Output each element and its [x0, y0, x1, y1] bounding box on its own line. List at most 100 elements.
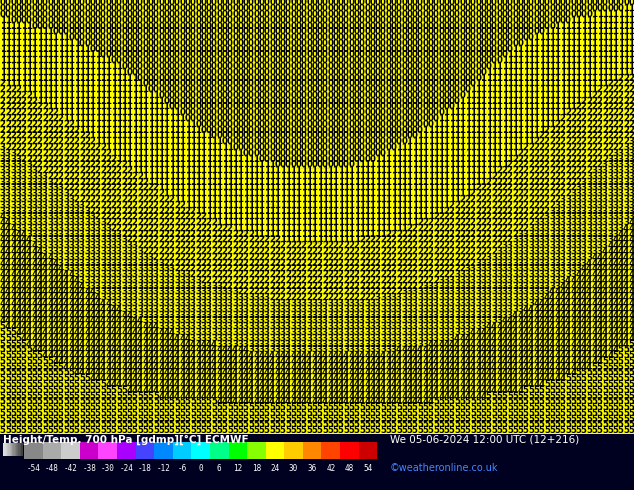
Text: 3: 3 [475, 322, 481, 331]
Text: 0: 0 [195, 45, 201, 53]
Text: 3: 3 [63, 207, 69, 216]
Text: 1: 1 [184, 201, 191, 210]
Text: 4: 4 [570, 305, 576, 314]
Text: 5: 5 [412, 420, 418, 429]
Text: 3: 3 [592, 166, 597, 175]
Text: 2: 2 [443, 270, 450, 279]
Text: 1: 1 [89, 85, 96, 94]
Text: 2: 2 [89, 149, 96, 158]
Text: 0: 0 [37, 0, 42, 7]
Text: 0: 0 [628, 0, 634, 7]
Text: 0: 0 [169, 0, 174, 7]
Text: 0: 0 [317, 85, 323, 94]
Text: 0: 0 [280, 45, 285, 53]
Text: 0: 0 [438, 10, 444, 19]
Text: 4: 4 [597, 351, 603, 360]
Text: 2: 2 [364, 276, 370, 285]
Text: 4: 4 [348, 380, 354, 389]
Text: 2: 2 [200, 253, 207, 262]
Text: 1: 1 [322, 230, 328, 239]
Text: 0: 0 [354, 143, 359, 152]
Text: 1: 1 [42, 79, 48, 88]
Text: 5: 5 [496, 397, 502, 406]
Text: 3: 3 [290, 334, 296, 343]
Text: 2: 2 [37, 108, 42, 117]
Text: 4: 4 [465, 345, 470, 354]
Text: 1: 1 [396, 160, 402, 169]
Text: 5: 5 [269, 426, 275, 435]
Text: 0: 0 [280, 102, 285, 111]
Text: 2: 2 [327, 288, 333, 296]
Text: 4: 4 [533, 380, 540, 389]
Text: 1: 1 [205, 183, 212, 193]
Text: 1: 1 [200, 201, 207, 210]
Text: 3: 3 [427, 299, 434, 308]
Text: 4: 4 [623, 276, 629, 285]
Text: 4: 4 [200, 380, 207, 389]
Text: 3: 3 [491, 299, 497, 308]
Text: 3: 3 [533, 265, 540, 273]
Text: 2: 2 [248, 236, 254, 245]
Text: 3: 3 [243, 311, 249, 319]
Text: 1: 1 [449, 114, 455, 123]
Text: 4: 4 [290, 351, 296, 360]
Text: 0: 0 [37, 4, 42, 13]
Text: 5: 5 [555, 409, 560, 418]
Text: 2: 2 [116, 201, 122, 210]
Text: 5: 5 [26, 392, 32, 400]
Text: 1: 1 [68, 62, 74, 71]
Text: 0: 0 [137, 68, 143, 77]
Text: 0: 0 [343, 33, 349, 42]
Text: 3: 3 [586, 172, 592, 181]
Text: 0: 0 [412, 0, 418, 7]
Text: 5: 5 [602, 363, 608, 371]
Text: 3: 3 [79, 201, 85, 210]
Text: 2: 2 [438, 253, 444, 262]
Text: 5: 5 [597, 368, 602, 377]
Text: 1: 1 [164, 183, 169, 193]
Text: 1: 1 [343, 178, 349, 187]
Text: 1: 1 [618, 27, 624, 36]
Text: 2: 2 [375, 265, 381, 273]
Text: 2: 2 [306, 288, 312, 296]
Text: 4: 4 [385, 386, 391, 395]
Text: 1: 1 [411, 160, 418, 169]
Text: 0: 0 [280, 154, 285, 164]
Text: 3: 3 [121, 265, 127, 273]
Text: 0: 0 [449, 97, 455, 106]
Text: 3: 3 [343, 317, 349, 325]
Text: 5: 5 [26, 420, 32, 429]
Text: 3: 3 [465, 276, 470, 285]
Text: 3: 3 [454, 317, 460, 325]
Text: 0: 0 [470, 68, 476, 77]
Text: 0: 0 [95, 4, 101, 13]
Text: 4: 4 [581, 270, 587, 279]
Text: 0: 0 [280, 0, 285, 7]
Text: 0: 0 [132, 10, 138, 19]
Text: 2: 2 [544, 201, 550, 210]
Text: 1: 1 [63, 102, 69, 111]
Text: 0: 0 [476, 16, 481, 24]
Text: 0: 0 [338, 160, 344, 169]
Text: 1: 1 [253, 154, 259, 164]
Bar [340, 442, 359, 459]
Text: 1: 1 [438, 154, 444, 164]
Text: 0: 0 [338, 4, 344, 13]
Text: 4: 4 [179, 392, 185, 400]
Text: 3: 3 [380, 345, 386, 354]
Text: 2: 2 [37, 166, 42, 175]
Text: 4: 4 [602, 247, 608, 256]
Text: 0: 0 [53, 4, 58, 13]
Text: 5: 5 [148, 397, 153, 406]
Text: 2: 2 [496, 224, 502, 233]
Text: 0: 0 [322, 160, 328, 169]
Text: 2: 2 [565, 178, 571, 187]
Text: 1: 1 [481, 172, 486, 181]
Text: 1: 1 [5, 62, 11, 71]
Text: 1: 1 [58, 79, 64, 88]
Text: 0: 0 [184, 45, 190, 53]
Text: 4: 4 [84, 288, 90, 296]
Text: 0: 0 [0, 10, 6, 19]
Text: 2: 2 [607, 149, 613, 158]
Text: 3: 3 [221, 311, 228, 319]
